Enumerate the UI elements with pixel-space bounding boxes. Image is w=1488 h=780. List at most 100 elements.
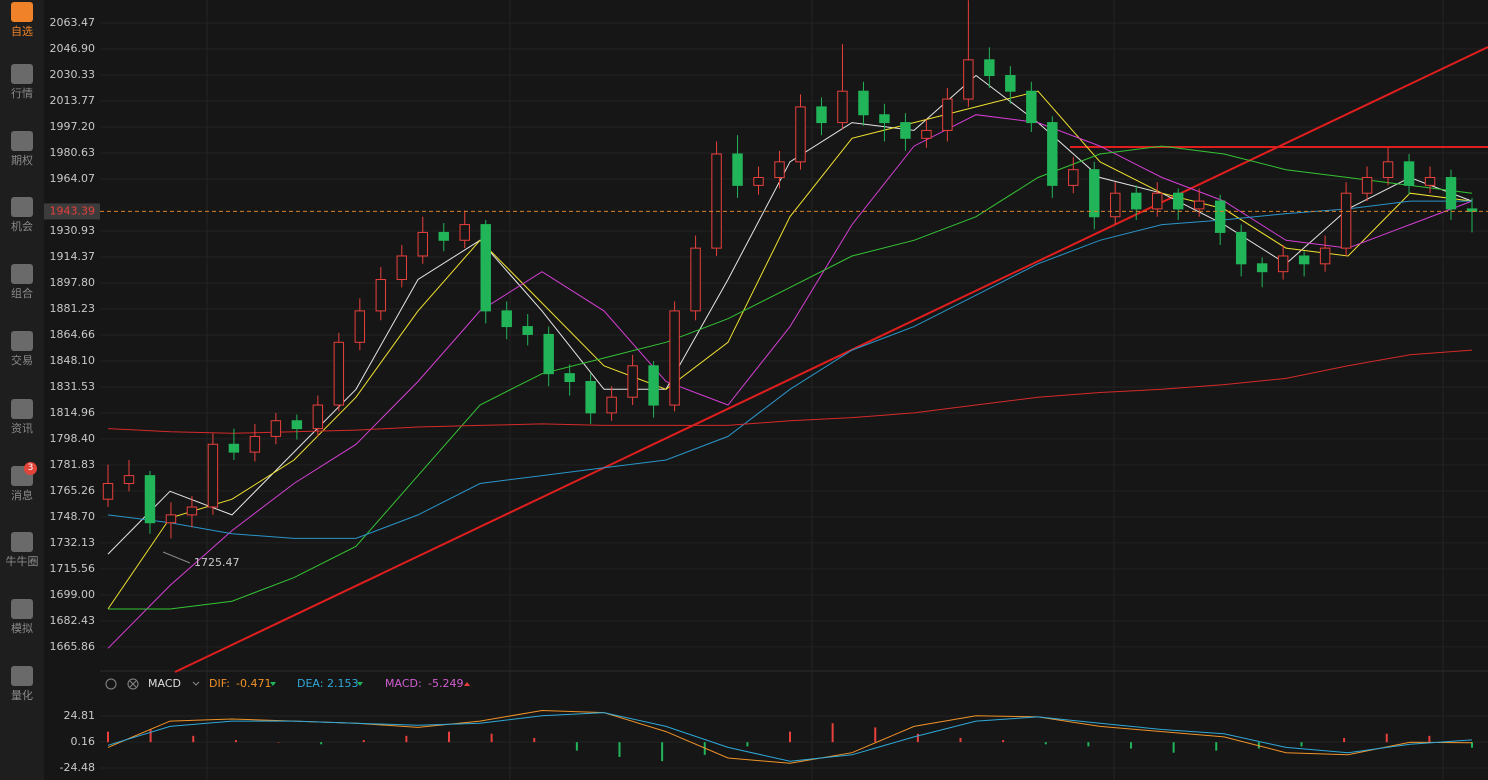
nav-label: 模拟 bbox=[11, 622, 33, 635]
nav-label: 期权 bbox=[11, 154, 33, 167]
arrow-down bbox=[270, 682, 276, 686]
close-icon[interactable] bbox=[127, 678, 139, 690]
candle-body bbox=[1131, 192, 1142, 210]
candle-body bbox=[438, 231, 449, 241]
candle-body bbox=[900, 122, 911, 139]
candle-body bbox=[1445, 177, 1457, 210]
moving-average bbox=[108, 145, 1473, 610]
macd-bar bbox=[1343, 737, 1346, 743]
nav-item[interactable]: 资讯 bbox=[0, 397, 44, 455]
nav-label: 自选 bbox=[11, 25, 33, 38]
macd-bar bbox=[1130, 742, 1132, 749]
candle-body bbox=[333, 341, 345, 406]
nav-label: 消息 bbox=[11, 489, 33, 502]
macd-bar bbox=[1385, 733, 1388, 743]
candle-body bbox=[921, 129, 932, 139]
candle-body bbox=[102, 482, 114, 500]
nav-icon bbox=[11, 532, 33, 552]
macd-bar bbox=[533, 737, 536, 743]
nav-item[interactable]: 模拟 bbox=[0, 597, 44, 655]
nav-icon bbox=[11, 197, 33, 217]
candle-body bbox=[564, 373, 575, 383]
y-tick-label: 1732.13 bbox=[50, 536, 96, 549]
macd-tick-label: 24.81 bbox=[64, 709, 96, 722]
nav-item[interactable]: 组合 bbox=[0, 262, 44, 320]
y-tick-label: 1864.66 bbox=[50, 328, 96, 341]
nav-label: 牛牛圈 bbox=[5, 555, 39, 568]
candle-body bbox=[1424, 177, 1436, 186]
low-pointer bbox=[162, 551, 191, 564]
nav-item[interactable]: 机会 bbox=[0, 195, 44, 253]
y-tick-label: 1930.93 bbox=[50, 224, 96, 237]
nav-item[interactable]: 牛牛圈 bbox=[0, 530, 44, 588]
low-label: 1725.47 bbox=[194, 556, 240, 569]
nav-item[interactable]: 量化 bbox=[0, 664, 44, 722]
nav-label: 资讯 bbox=[11, 422, 33, 435]
moving-average bbox=[107, 90, 1473, 610]
y-tick-label: 1914.37 bbox=[50, 250, 96, 263]
y-tick-label: 1897.80 bbox=[50, 276, 96, 289]
candle-body bbox=[711, 153, 722, 249]
candle-body bbox=[186, 506, 198, 516]
y-tick-label: 1814.96 bbox=[50, 406, 96, 419]
y-tick-label: 1715.56 bbox=[50, 562, 96, 575]
candle-body bbox=[795, 106, 806, 163]
macd-tick-label: -24.48 bbox=[60, 761, 95, 774]
candle-body bbox=[606, 396, 617, 414]
nav-item[interactable]: 期权 bbox=[0, 129, 44, 187]
settings-icon[interactable] bbox=[105, 678, 117, 690]
nav-item[interactable]: 行情 bbox=[0, 62, 44, 120]
candle-body bbox=[1256, 263, 1268, 273]
nav-icon bbox=[11, 331, 33, 351]
dropdown-chevron[interactable] bbox=[192, 681, 200, 686]
macd-bar bbox=[916, 733, 919, 743]
candle-body bbox=[627, 365, 638, 398]
candle-body bbox=[690, 247, 701, 312]
y-tick-label: 1682.43 bbox=[50, 614, 96, 627]
candle-body bbox=[1403, 161, 1415, 186]
macd-bar bbox=[831, 723, 834, 743]
candle-body bbox=[417, 231, 428, 257]
macd-bar bbox=[1172, 742, 1175, 753]
macd-bar bbox=[1471, 742, 1473, 748]
indicator-name: MACD bbox=[148, 677, 181, 690]
trend-line bbox=[174, 46, 1488, 673]
candle-body bbox=[228, 443, 240, 453]
candle-body bbox=[396, 255, 408, 281]
price-tag: 1943.39 bbox=[50, 204, 96, 217]
candle-body bbox=[669, 310, 680, 406]
candle-body bbox=[753, 177, 764, 186]
nav-label: 量化 bbox=[11, 689, 33, 702]
candle-body bbox=[144, 475, 156, 524]
nav-icon bbox=[11, 64, 33, 84]
y-tick-label: 1997.20 bbox=[50, 120, 96, 133]
candle-body bbox=[354, 310, 366, 343]
y-tick-label: 1798.40 bbox=[50, 432, 96, 445]
macd-bar bbox=[362, 740, 365, 743]
y-tick-label: 1748.70 bbox=[50, 510, 96, 523]
macd-bar bbox=[234, 740, 237, 743]
nav-item[interactable]: 自选 bbox=[0, 0, 44, 58]
y-tick-label: 2013.77 bbox=[50, 94, 96, 107]
macd-bar bbox=[448, 731, 450, 743]
moving-average bbox=[107, 114, 1473, 649]
candle-body bbox=[984, 59, 995, 77]
arrow-down bbox=[357, 682, 363, 686]
candle-body bbox=[312, 404, 324, 430]
y-tick-label: 2063.47 bbox=[50, 16, 96, 29]
candle-body bbox=[1319, 247, 1331, 265]
candle-body bbox=[1068, 169, 1079, 186]
nav-item[interactable]: 交易 bbox=[0, 329, 44, 387]
candle-body bbox=[1235, 231, 1247, 265]
nav-item[interactable]: 消息 3 bbox=[0, 462, 44, 522]
price-tag-bg bbox=[44, 203, 100, 220]
macd-bar bbox=[1002, 740, 1005, 743]
candle-body bbox=[375, 279, 387, 312]
candle-body bbox=[1005, 75, 1016, 92]
macd-bar bbox=[1087, 742, 1090, 747]
macd-dea-label: DEA: bbox=[297, 677, 323, 690]
macd-bar bbox=[1215, 742, 1218, 751]
macd-dif-label: DIF: bbox=[209, 677, 230, 690]
macd-line bbox=[107, 712, 1473, 762]
candle-body bbox=[291, 420, 303, 430]
